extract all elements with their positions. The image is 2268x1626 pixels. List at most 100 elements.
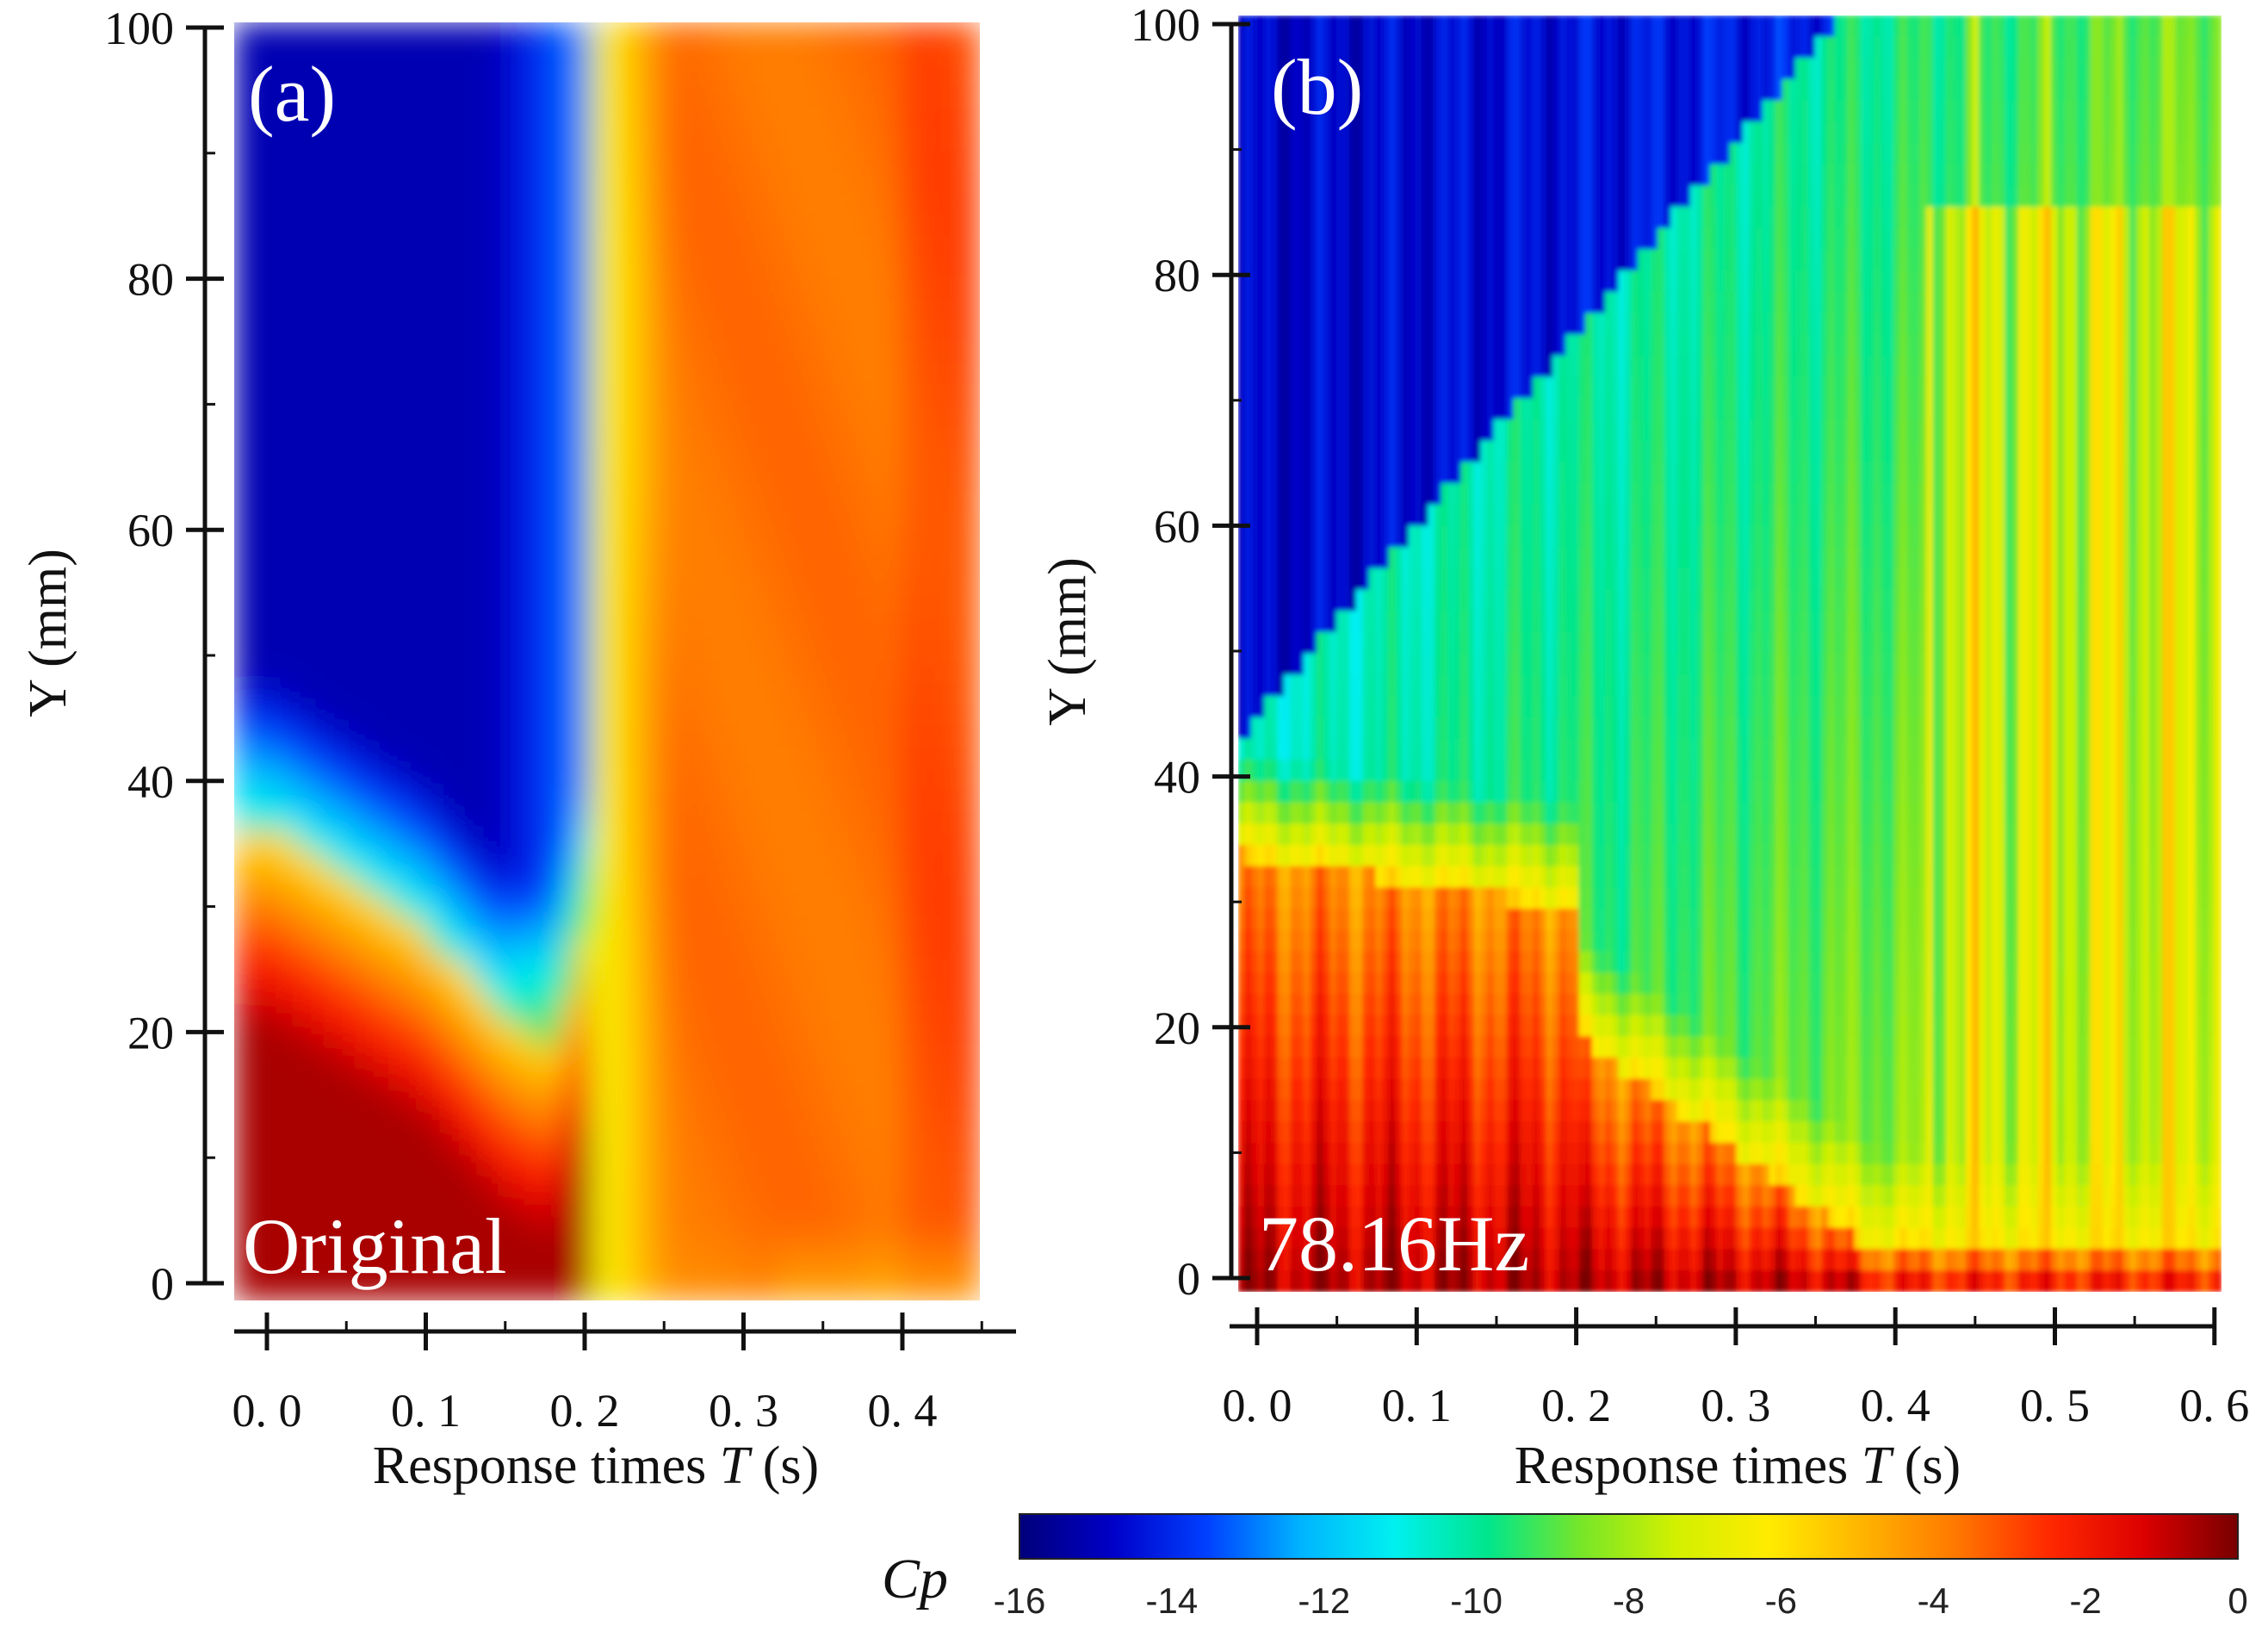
heat-cell-b	[1402, 653, 1410, 676]
heat-cell-a	[793, 1022, 810, 1046]
heat-cell-a	[761, 107, 779, 130]
heat-cell-b	[1297, 1036, 1304, 1058]
heat-cell-a	[730, 810, 748, 833]
heat-cell-a	[544, 383, 561, 406]
heat-cell-b	[1447, 376, 1455, 400]
heat-cell-a	[699, 214, 716, 237]
heat-cell-a	[668, 405, 685, 428]
heat-cell-a	[467, 980, 484, 1003]
heat-cell-a	[653, 810, 670, 833]
heat-cell-a	[871, 1193, 888, 1216]
heat-cell-a	[840, 1151, 857, 1174]
heat-cell-a	[234, 575, 251, 599]
heat-cell-a	[560, 85, 577, 109]
heat-cell-a	[295, 533, 313, 556]
heat-cell-a	[933, 831, 950, 854]
heat-cell-b	[1453, 291, 1462, 314]
heat-cell-a	[746, 448, 764, 471]
heat-cell-b	[1447, 866, 1455, 889]
heat-cell-a	[326, 639, 344, 662]
heat-cell-a	[668, 938, 685, 960]
heat-cell-b	[1408, 1100, 1416, 1122]
heat-cell-a	[730, 85, 748, 109]
heat-cell-a	[311, 980, 328, 1003]
heat-cell-a	[373, 128, 391, 152]
heat-cell-a	[746, 873, 764, 897]
heat-cell-a	[436, 149, 453, 172]
heat-cell-a	[824, 661, 841, 684]
heat-cell-a	[591, 64, 608, 87]
heat-cell-a	[234, 980, 251, 1003]
heat-cell-a	[606, 746, 623, 769]
heat-cell-b	[1349, 207, 1357, 229]
heat-cell-a	[964, 682, 980, 705]
heat-cell-a	[902, 533, 919, 556]
heat-cell-a	[482, 1087, 499, 1110]
heat-cell-a	[777, 938, 795, 960]
heat-cell-b	[1323, 185, 1331, 208]
heat-cell-b	[1388, 270, 1397, 293]
heat-cell-a	[436, 1151, 453, 1174]
heat-cell-a	[420, 149, 437, 172]
heat-cell-a	[326, 256, 344, 279]
heat-cell-b	[1447, 568, 1455, 591]
heat-cell-b	[1290, 419, 1298, 442]
heat-cell-b	[1257, 58, 1265, 80]
heat-cell-a	[809, 277, 826, 301]
heat-cell-a	[436, 703, 453, 726]
heat-cell-a	[933, 1022, 950, 1046]
heat-cell-b	[1277, 887, 1285, 909]
heat-cell-b	[1264, 909, 1272, 931]
heat-cell-b	[1395, 845, 1403, 867]
heat-cell-b	[1303, 1078, 1311, 1102]
heat-cell-a	[933, 1065, 950, 1089]
heat-cell-a	[684, 916, 701, 940]
heat-cell-a	[513, 703, 530, 726]
heat-cell-a	[467, 1193, 484, 1216]
heat-cell-a	[964, 383, 980, 406]
heat-cell-b	[1303, 1036, 1311, 1058]
heat-cell-b	[1238, 760, 1246, 782]
heat-cell-b	[1349, 334, 1357, 357]
heat-cell-b	[1368, 1036, 1377, 1058]
heat-cell-a	[948, 1257, 965, 1280]
heat-cell-a	[637, 1214, 654, 1238]
heat-cell-a	[964, 1002, 980, 1025]
heat-cell-a	[467, 192, 484, 215]
heat-cell-a	[357, 405, 375, 428]
heat-cell-b	[1441, 866, 1449, 889]
heat-cell-a	[544, 1002, 561, 1025]
heat-cell-a	[575, 1129, 592, 1152]
heat-cell-a	[544, 234, 561, 258]
heat-cell-b	[1428, 1206, 1435, 1229]
heat-cell-b	[1388, 16, 1397, 38]
heat-cell-a	[342, 1022, 360, 1046]
heat-cell-a	[560, 873, 577, 897]
heat-cell-a	[622, 490, 639, 513]
heat-cell-a	[388, 256, 406, 279]
heat-cell-a	[855, 661, 872, 684]
heat-cell-b	[1317, 100, 1324, 122]
heat-cell-a	[917, 383, 934, 406]
heat-cell-b	[1270, 142, 1279, 165]
heat-cell-a	[730, 533, 748, 556]
heat-cell-a	[544, 1214, 561, 1238]
heat-cell-a	[933, 1002, 950, 1025]
heat-cell-a	[902, 490, 919, 513]
heat-cell-b	[1435, 78, 1442, 102]
heat-cell-a	[871, 85, 888, 109]
heat-cell-b	[1460, 58, 1468, 80]
heat-cell-b	[1382, 589, 1390, 612]
heat-cell-a	[436, 1193, 453, 1216]
heat-cell-b	[1435, 164, 1442, 187]
heat-cell-b	[1264, 589, 1272, 612]
heat-cell-a	[420, 383, 437, 406]
heat-cell-a	[529, 661, 546, 684]
heat-cell-b	[1435, 674, 1442, 697]
heat-cell-a	[761, 171, 779, 194]
heat-cell-b	[1310, 419, 1317, 442]
heat-cell-b	[1428, 951, 1435, 973]
heat-cell-a	[420, 277, 437, 301]
heat-cell-b	[1270, 1121, 1279, 1144]
heat-cell-b	[1375, 376, 1383, 400]
